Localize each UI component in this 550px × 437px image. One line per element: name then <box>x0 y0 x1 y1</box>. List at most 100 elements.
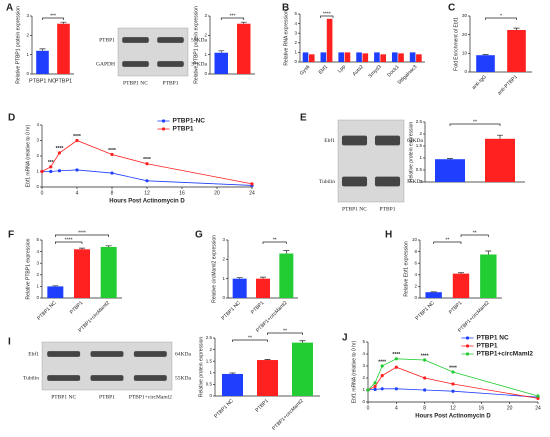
y-tick-label: 4 <box>362 351 365 356</box>
bar <box>409 52 416 62</box>
bar <box>338 52 345 62</box>
x-tick-label: 8 <box>423 405 426 411</box>
band <box>341 135 368 146</box>
legend-label: PTBP1 <box>173 126 194 133</box>
point <box>394 365 398 369</box>
y-axis-label: Relative PTBP1 protein expression <box>193 6 199 84</box>
band <box>374 176 401 187</box>
legend-label: PTBP1 <box>477 343 498 350</box>
point <box>250 182 254 186</box>
bar <box>320 52 327 62</box>
significance-label: *** <box>50 13 56 19</box>
x-tick-label: 8 <box>111 190 114 196</box>
band <box>374 135 401 146</box>
row-label: Tubilin <box>319 179 335 185</box>
error-bar <box>236 277 243 279</box>
x-tick-label: PTBP1 NC <box>36 300 58 322</box>
legend-marker <box>465 352 470 356</box>
bar <box>480 254 497 298</box>
lane-label: PTBP1 <box>380 206 396 212</box>
x-tick-label: anti-PTBP1 <box>497 74 519 96</box>
bar <box>452 273 470 298</box>
error-bar <box>299 340 306 343</box>
bar <box>425 292 442 298</box>
error-bar <box>283 250 290 254</box>
point <box>423 388 427 392</box>
point <box>394 357 398 361</box>
y-tick-label: 0 <box>294 59 297 64</box>
x-tick-label: Lpp <box>337 64 347 74</box>
bar <box>344 52 351 62</box>
bar <box>356 52 362 62</box>
x-tick-label: 12 <box>450 405 456 411</box>
y-tick-label: 3 <box>36 138 39 143</box>
bar <box>74 249 90 298</box>
y-tick-label: 2 <box>419 131 422 136</box>
point <box>394 387 398 391</box>
size-label: 64KDa <box>175 351 191 357</box>
point <box>380 374 384 378</box>
y-axis-label: Ebf1 mRNA (relative to 0 hr) <box>351 340 357 403</box>
point <box>145 179 149 183</box>
bar <box>362 53 369 62</box>
y-axis-label: Relative protein expression <box>408 122 414 183</box>
panel-letter: C <box>448 3 455 14</box>
significance-bracket <box>54 241 83 244</box>
x-tick-label: 12 <box>144 190 150 196</box>
y-tick-label: 1 <box>36 169 39 174</box>
y-tick-label: 1 <box>209 370 212 375</box>
panel-letter: J <box>342 333 348 344</box>
bar <box>308 54 315 62</box>
point <box>423 376 427 380</box>
point <box>110 152 114 157</box>
y-tick-label: 0.5 <box>416 167 423 172</box>
error-bar <box>39 48 46 51</box>
annotation: **** <box>108 148 116 154</box>
point <box>145 162 149 166</box>
x-tick-label: 0 <box>41 190 44 196</box>
significance-label: ** <box>445 237 449 243</box>
error-bar <box>260 276 266 279</box>
y-tick-label: 0 <box>419 179 422 184</box>
point <box>536 394 540 398</box>
x-tick-label: PTBP1 <box>250 300 266 316</box>
error-bar <box>447 158 453 160</box>
y-tick-label: 3 <box>204 13 207 18</box>
y-tick-label: 3 <box>362 363 365 368</box>
band <box>133 375 167 381</box>
point <box>373 387 377 391</box>
bar <box>374 52 380 62</box>
significance-bracket <box>220 17 245 20</box>
bar <box>507 30 526 72</box>
panel-letter: H <box>385 230 392 241</box>
error-bar <box>229 372 236 374</box>
y-tick-label: 1.5 <box>416 143 423 148</box>
error-bar <box>218 50 225 53</box>
error-bar <box>513 27 520 30</box>
y-tick-label: 2 <box>362 375 365 380</box>
y-tick-label: 0 <box>26 71 29 76</box>
x-tick-label: PTBP1 NC <box>414 300 436 322</box>
point <box>380 387 384 391</box>
y-axis-label: Relative PTBP1 protein expression <box>15 6 21 84</box>
x-tick-label: PTBP1 NC <box>29 78 56 84</box>
x-tick-label: PTBP1 <box>448 300 464 316</box>
point <box>57 151 62 155</box>
y-tick-label: 3 <box>36 260 39 265</box>
x-tick-label: PTBP1 <box>69 300 85 316</box>
y-axis-label: Fold Enrichment of Ebf1 <box>453 17 459 71</box>
x-tick-label: 20 <box>214 190 220 196</box>
significance-bracket <box>449 123 501 126</box>
panel-letter: B <box>282 3 289 14</box>
x-tick-label: PTBP1 <box>55 78 72 84</box>
y-tick-label: 4 <box>414 272 417 277</box>
row-label: Ebf1 <box>28 350 39 357</box>
point <box>110 171 114 175</box>
y-tick-label: 2.5 <box>416 119 423 124</box>
y-tick-label: 2 <box>209 347 212 352</box>
significance-bracket <box>54 234 110 237</box>
size-label: 55KDa <box>407 179 423 185</box>
y-tick-label: 1 <box>294 50 297 55</box>
blot-background <box>117 27 189 77</box>
